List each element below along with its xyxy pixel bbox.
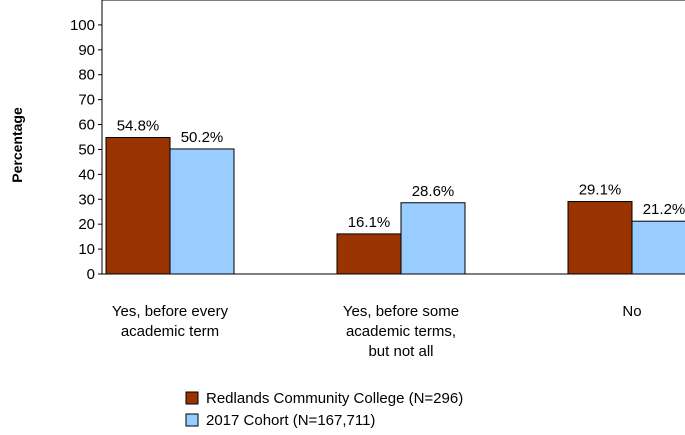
x-category-label-line: academic terms, (346, 323, 456, 340)
bar-value-label: 50.2% (181, 129, 224, 146)
x-category-label-line: Yes, before some (343, 303, 459, 320)
bar-value-label: 29.1% (579, 182, 622, 199)
y-tick-label: 100 (70, 17, 95, 34)
x-category-label: Yes, before some academic terms, but not a… (343, 303, 459, 360)
y-tick-label: 50 (78, 141, 95, 158)
bar-value-label: 16.1% (348, 214, 391, 231)
legend-swatch (185, 391, 199, 405)
x-category-label: Yes, before every academic term (112, 303, 229, 340)
x-category-label-line: academic term (121, 323, 219, 340)
bar-redlands (105, 136, 171, 275)
y-tick-label: 90 (78, 42, 95, 59)
legend-swatch (185, 413, 199, 427)
y-tick-label: 30 (78, 191, 95, 208)
y-tick-label: 10 (78, 241, 95, 258)
x-category-label-line: Yes, before every (112, 303, 229, 320)
bar-cohort (400, 202, 466, 275)
legend-label: 2017 Cohort (N=167,711) (206, 412, 375, 429)
x-category-label-line: No (622, 303, 641, 320)
y-tick-label: 20 (78, 216, 95, 233)
bar-value-label: 28.6% (412, 183, 455, 200)
bar-redlands (336, 233, 402, 275)
y-tick-label: 70 (78, 92, 95, 109)
x-category-label: No (622, 303, 641, 320)
y-tick-label: 0 (87, 266, 95, 283)
bar-redlands (567, 201, 633, 275)
y-tick-label: 60 (78, 117, 95, 134)
bars: 54.8% 50.2% 16.1% 28.6% 29.1% 21.2% (105, 117, 685, 275)
bar-cohort (631, 220, 685, 275)
bar-value-label: 54.8% (117, 117, 160, 134)
y-axis: 0 10 20 30 40 50 60 70 80 90 100 (70, 17, 102, 283)
x-category-label-line: but not all (368, 343, 433, 360)
legend: Redlands Community College (N=296) 2017 C… (185, 390, 463, 429)
bar-cohort (169, 148, 235, 275)
y-axis-label: Percentage (9, 107, 25, 183)
y-tick-label: 80 (78, 67, 95, 84)
legend-label: Redlands Community College (N=296) (206, 390, 463, 407)
bar-value-label: 21.2% (643, 201, 685, 218)
y-tick-label: 40 (78, 166, 95, 183)
